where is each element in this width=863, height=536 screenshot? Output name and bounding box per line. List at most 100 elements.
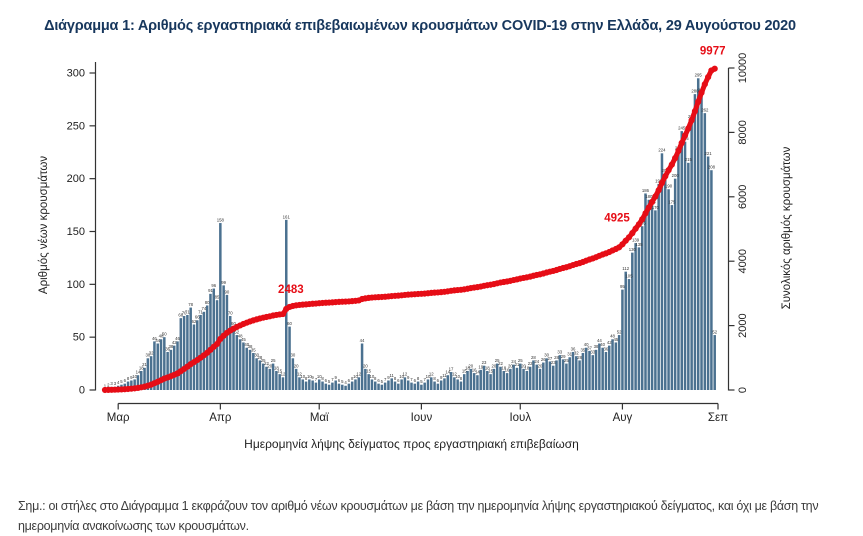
svg-text:2: 2 bbox=[107, 382, 110, 387]
svg-text:224: 224 bbox=[658, 148, 666, 153]
svg-text:10: 10 bbox=[455, 374, 460, 379]
svg-text:30: 30 bbox=[254, 353, 259, 358]
svg-text:9: 9 bbox=[311, 375, 314, 380]
svg-text:14: 14 bbox=[136, 370, 141, 375]
svg-text:200: 200 bbox=[672, 173, 680, 178]
y-axis-label-right: Συνολικός αριθμός κρουσμάτων bbox=[781, 146, 793, 310]
svg-text:45: 45 bbox=[241, 337, 246, 342]
svg-text:100: 100 bbox=[67, 279, 85, 291]
svg-text:9: 9 bbox=[440, 375, 443, 380]
svg-text:9: 9 bbox=[130, 375, 133, 380]
svg-text:262: 262 bbox=[701, 108, 709, 113]
svg-text:23: 23 bbox=[551, 360, 556, 365]
svg-text:16: 16 bbox=[472, 367, 477, 372]
svg-text:70: 70 bbox=[182, 310, 187, 315]
svg-text:8: 8 bbox=[394, 376, 397, 381]
svg-text:28: 28 bbox=[577, 355, 582, 360]
svg-text:30: 30 bbox=[544, 353, 549, 358]
svg-text:158: 158 bbox=[217, 217, 225, 222]
svg-text:200: 200 bbox=[67, 173, 85, 185]
svg-text:28: 28 bbox=[258, 355, 263, 360]
svg-text:10: 10 bbox=[132, 374, 137, 379]
svg-text:60: 60 bbox=[287, 321, 292, 326]
svg-text:45: 45 bbox=[613, 337, 618, 342]
svg-text:15: 15 bbox=[366, 369, 371, 374]
svg-text:6: 6 bbox=[397, 378, 400, 383]
svg-text:85: 85 bbox=[215, 295, 220, 300]
svg-text:52: 52 bbox=[234, 329, 239, 334]
svg-text:20: 20 bbox=[363, 363, 368, 368]
svg-text:42: 42 bbox=[172, 340, 177, 345]
axes bbox=[89, 62, 735, 410]
svg-text:300: 300 bbox=[67, 68, 85, 80]
svg-text:12: 12 bbox=[356, 372, 361, 377]
svg-text:25: 25 bbox=[495, 358, 500, 363]
svg-text:5: 5 bbox=[381, 379, 384, 384]
svg-text:46: 46 bbox=[175, 336, 180, 341]
svg-text:6: 6 bbox=[325, 378, 328, 383]
svg-text:17: 17 bbox=[449, 366, 454, 371]
svg-text:Σεπ: Σεπ bbox=[708, 412, 728, 424]
svg-text:7: 7 bbox=[315, 377, 318, 382]
svg-text:4000: 4000 bbox=[737, 249, 749, 273]
svg-text:8: 8 bbox=[460, 376, 463, 381]
svg-text:40: 40 bbox=[244, 342, 249, 347]
svg-text:21: 21 bbox=[142, 362, 147, 367]
svg-text:27: 27 bbox=[548, 356, 553, 361]
svg-text:8: 8 bbox=[417, 376, 420, 381]
svg-text:80: 80 bbox=[205, 300, 210, 305]
svg-text:22: 22 bbox=[264, 361, 269, 366]
svg-text:11: 11 bbox=[389, 373, 394, 378]
svg-text:32: 32 bbox=[574, 351, 579, 356]
svg-text:37: 37 bbox=[587, 345, 592, 350]
svg-text:8000: 8000 bbox=[737, 120, 749, 144]
svg-text:26: 26 bbox=[541, 357, 546, 362]
svg-text:18: 18 bbox=[501, 365, 506, 370]
svg-text:Μαϊ: Μαϊ bbox=[310, 412, 329, 424]
axis-tick-labels: 0501001502002503000200040006000800010000… bbox=[67, 53, 749, 424]
svg-text:Ιουν: Ιουν bbox=[411, 412, 433, 424]
svg-text:20: 20 bbox=[468, 363, 473, 368]
svg-text:25: 25 bbox=[518, 358, 523, 363]
svg-text:90: 90 bbox=[225, 289, 230, 294]
svg-text:Απρ: Απρ bbox=[209, 412, 232, 424]
svg-text:20: 20 bbox=[294, 363, 299, 368]
svg-text:22: 22 bbox=[528, 361, 533, 366]
svg-text:15: 15 bbox=[488, 369, 493, 374]
svg-text:50: 50 bbox=[162, 332, 167, 337]
svg-text:48: 48 bbox=[610, 334, 615, 339]
svg-text:6: 6 bbox=[377, 378, 380, 383]
svg-text:Μαρ: Μαρ bbox=[107, 412, 130, 424]
svg-text:295: 295 bbox=[695, 73, 703, 78]
svg-text:10: 10 bbox=[399, 374, 404, 379]
svg-text:20: 20 bbox=[538, 363, 543, 368]
svg-text:0: 0 bbox=[79, 385, 85, 397]
svg-text:33: 33 bbox=[590, 350, 595, 355]
svg-text:5: 5 bbox=[120, 379, 123, 384]
svg-text:14: 14 bbox=[445, 370, 450, 375]
svg-text:161: 161 bbox=[283, 214, 291, 219]
svg-text:139: 139 bbox=[632, 238, 640, 243]
svg-text:23: 23 bbox=[482, 360, 487, 365]
svg-text:35: 35 bbox=[251, 347, 256, 352]
svg-text:40: 40 bbox=[584, 342, 589, 347]
svg-text:96: 96 bbox=[211, 283, 216, 288]
svg-text:44: 44 bbox=[597, 338, 602, 343]
daily-cases-bars bbox=[103, 78, 716, 391]
svg-text:70: 70 bbox=[228, 310, 233, 315]
svg-text:9: 9 bbox=[387, 375, 390, 380]
svg-text:6: 6 bbox=[338, 378, 341, 383]
svg-text:44: 44 bbox=[155, 338, 160, 343]
svg-text:208: 208 bbox=[708, 165, 716, 170]
svg-text:14: 14 bbox=[475, 370, 480, 375]
svg-text:215: 215 bbox=[685, 157, 693, 162]
svg-text:20: 20 bbox=[508, 363, 513, 368]
svg-text:38: 38 bbox=[594, 344, 599, 349]
svg-text:7: 7 bbox=[331, 377, 334, 382]
svg-text:15: 15 bbox=[277, 369, 282, 374]
svg-text:25: 25 bbox=[261, 358, 266, 363]
svg-text:3: 3 bbox=[114, 381, 117, 386]
svg-text:7: 7 bbox=[384, 377, 387, 382]
svg-text:8: 8 bbox=[321, 376, 324, 381]
svg-text:150: 150 bbox=[67, 226, 85, 238]
